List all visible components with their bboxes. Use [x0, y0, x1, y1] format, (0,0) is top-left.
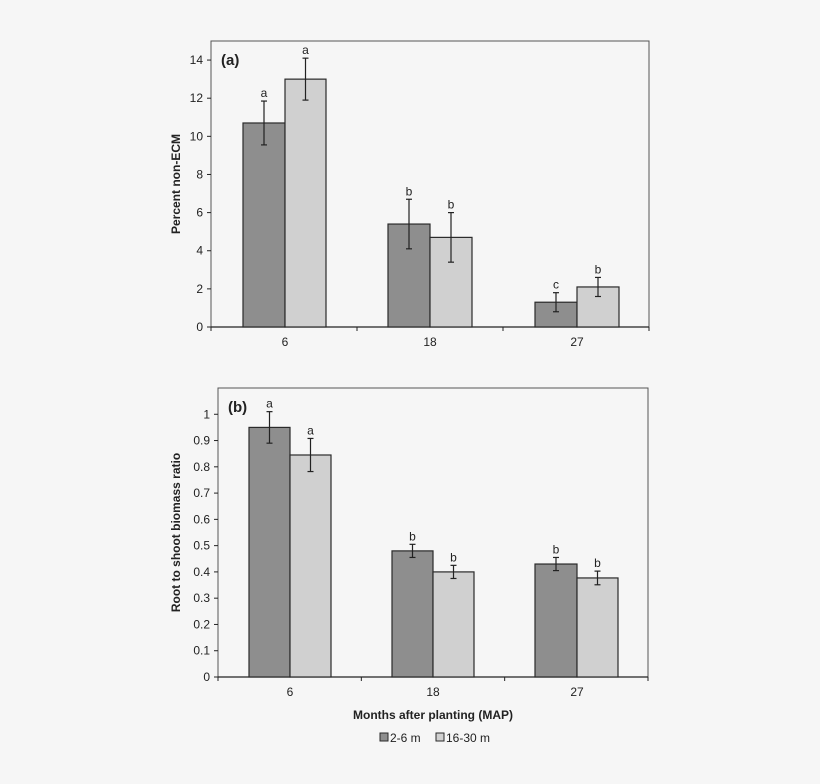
y-tick-label: 0.5	[193, 539, 210, 553]
panel-label: (a)	[221, 52, 239, 69]
legend-label: 2-6 m	[390, 731, 421, 745]
significance-letter: a	[302, 43, 309, 57]
bar-2-6m-27	[534, 563, 578, 678]
significance-letter: a	[266, 397, 273, 411]
chart-panel-1: 0 0.1 0.2 0.3 0.4 0.5 0.6 0.7 0.8 0.9 1 6 18 27 a b b a b b…	[169, 387, 649, 722]
y-tick-label: 0.2	[193, 617, 210, 631]
bar-2-6m-18	[387, 223, 431, 328]
y-tick-label: 8	[196, 167, 203, 181]
y-tick-label: 0.7	[193, 486, 210, 500]
bar-2-6m-6	[242, 122, 286, 328]
bar-2-6m-27	[534, 301, 578, 328]
significance-letter: b	[448, 198, 455, 212]
legend-label: 16-30 m	[446, 731, 490, 745]
significance-letter: b	[406, 184, 413, 198]
x-tick-label: 18	[423, 335, 437, 349]
y-tick-label: 0.3	[193, 591, 210, 605]
significance-letter: c	[553, 278, 559, 292]
x-tick-label: 18	[426, 685, 440, 699]
legend: 2-6 m 16-30 m	[379, 731, 490, 745]
x-tick-label: 6	[282, 335, 289, 349]
significance-letter: a	[307, 423, 314, 437]
significance-letter: b	[594, 556, 601, 570]
panel-label: (b)	[228, 399, 247, 416]
y-tick-label: 6	[196, 206, 203, 220]
x-tick-label: 6	[287, 685, 294, 699]
y-tick-label: 12	[190, 91, 204, 105]
chart-panel-0: 0 2 4 6 8 10 12 14 6 18 27 a b c a b b (a) Percent non-ECM	[169, 40, 650, 349]
significance-letter: a	[261, 86, 268, 100]
significance-letter: b	[595, 262, 602, 276]
x-axis-label: Months after planting (MAP)	[353, 708, 513, 722]
bar-16-30m-6	[289, 454, 332, 678]
y-tick-label: 0.9	[193, 434, 210, 448]
y-tick-label: 0.4	[193, 565, 210, 579]
legend-swatch	[379, 732, 389, 742]
y-tick-label: 0.8	[193, 460, 210, 474]
y-axis-label: Root to shoot biomass ratio	[169, 453, 183, 612]
x-tick-label: 27	[570, 335, 584, 349]
significance-letter: b	[409, 529, 416, 543]
y-tick-label: 14	[190, 53, 204, 67]
y-tick-label: 1	[203, 407, 210, 421]
y-tick-label: 2	[196, 282, 203, 296]
bar-16-30m-6	[284, 78, 327, 328]
bar-16-30m-27	[576, 577, 619, 678]
y-axis-label: Percent non-ECM	[169, 134, 183, 234]
y-tick-label: 0	[196, 320, 203, 334]
bar-16-30m-18	[432, 571, 475, 678]
significance-letter: b	[450, 550, 457, 564]
y-tick-label: 10	[190, 129, 204, 143]
y-tick-label: 0.6	[193, 512, 210, 526]
bar-2-6m-6	[248, 426, 291, 678]
x-tick-label: 27	[570, 685, 584, 699]
legend-swatch	[435, 732, 445, 742]
y-tick-label: 0	[203, 670, 210, 684]
y-tick-label: 4	[196, 244, 203, 258]
significance-letter: b	[553, 542, 560, 556]
y-tick-label: 0.1	[193, 644, 210, 658]
bar-2-6m-18	[391, 550, 434, 678]
